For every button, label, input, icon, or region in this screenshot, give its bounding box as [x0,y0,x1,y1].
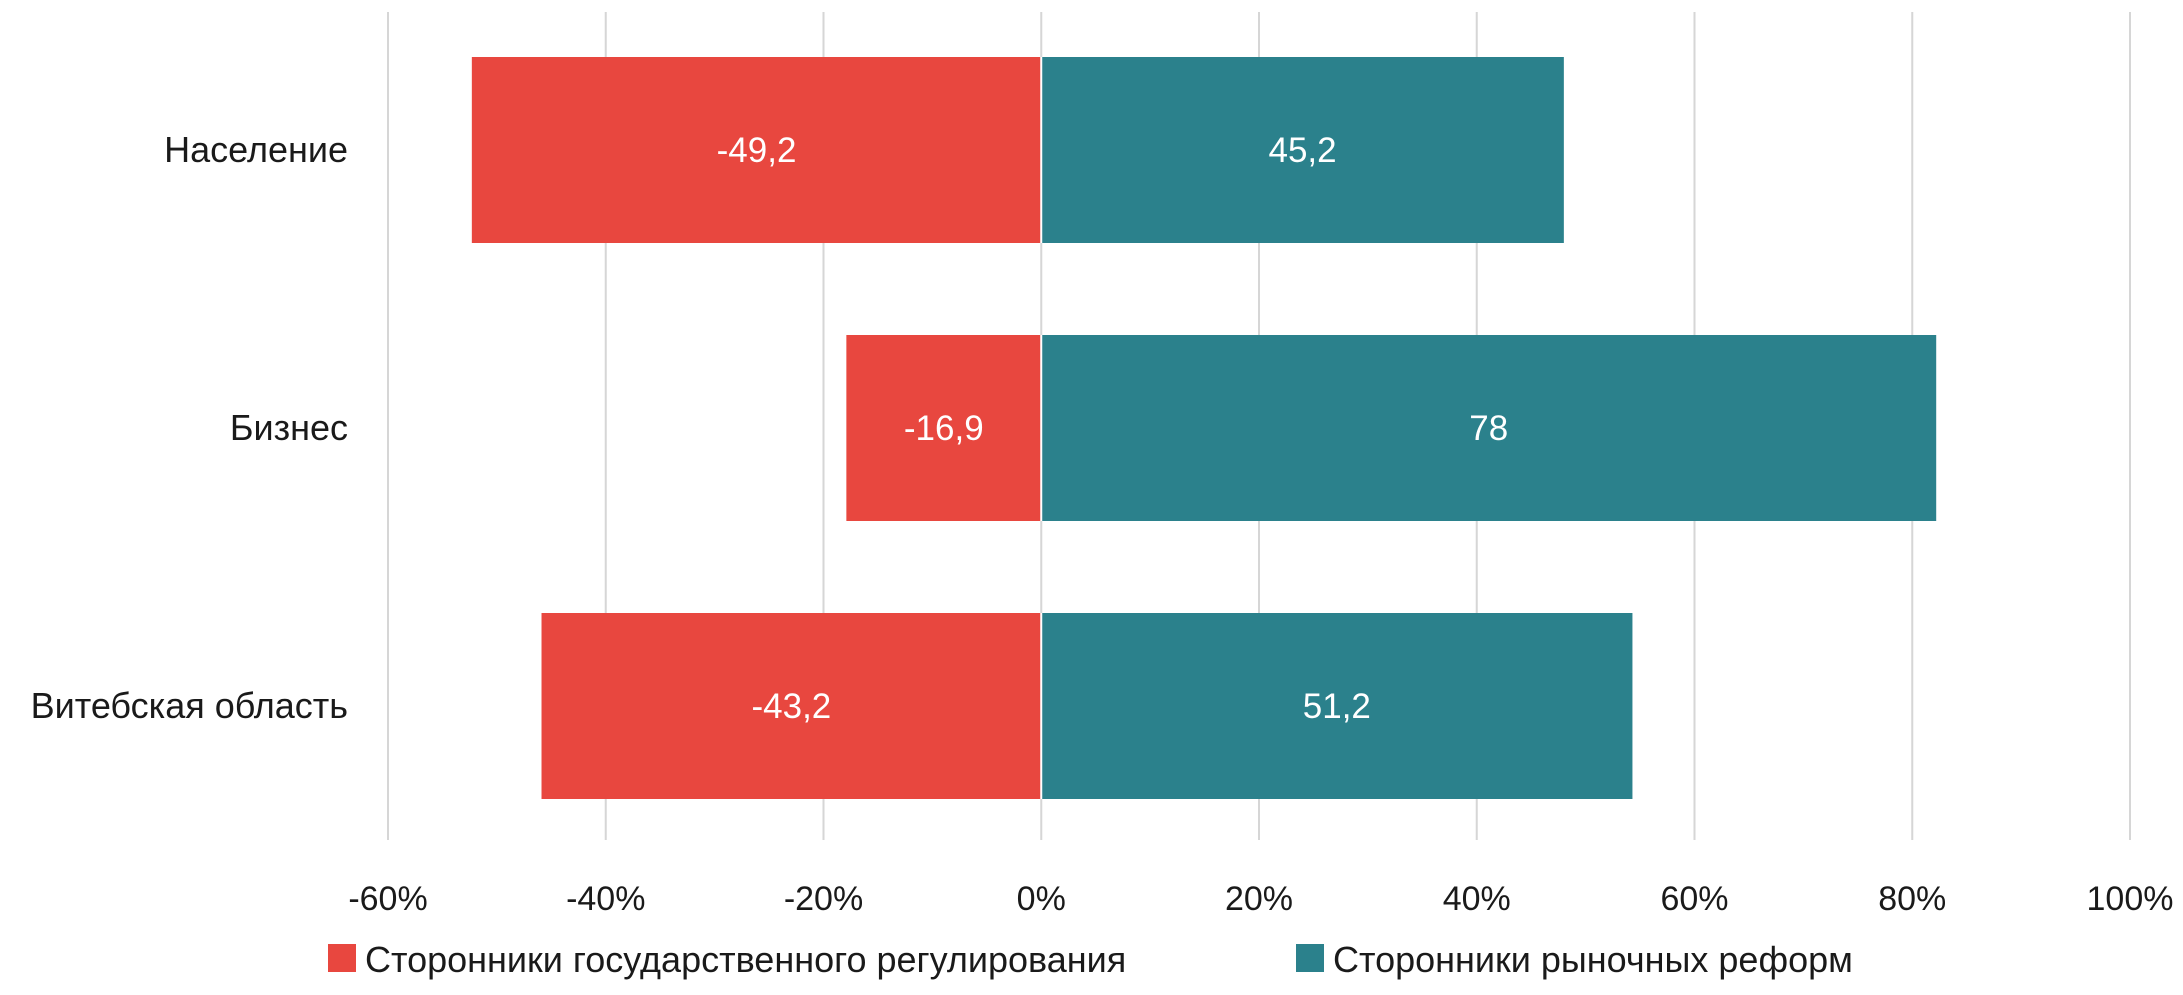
legend-label: Сторонники рыночных реформ [1333,939,1853,980]
x-tick-label: 80% [1878,880,1946,918]
bar-data-label: -49,2 [717,131,797,170]
category-label: Бизнес [230,407,348,448]
legend-item-regulation: Сторонники государственного регулировани… [328,939,1126,980]
x-tick-label: 100% [2087,880,2174,918]
bar-regulation [471,57,1042,243]
x-tick-label: -40% [566,880,645,918]
bar-data-label: 51,2 [1303,687,1371,726]
bar-reform [1041,335,1937,521]
bar-regulation [541,613,1042,799]
legend: Сторонники государственного регулировани… [328,939,1853,980]
x-tick-label: 40% [1443,880,1511,918]
x-tick-label: -60% [348,880,427,918]
bar-data-label: -43,2 [751,687,831,726]
legend-label: Сторонники государственного регулировани… [365,939,1126,980]
x-tick-label: 60% [1660,880,1728,918]
bar-data-label: -16,9 [904,409,984,448]
category-label: Население [164,129,348,170]
bar-regulation [846,335,1042,521]
bar-reform [1041,57,1564,243]
bars: -49,2 45,2 -16,9 78 -43,2 51,2 [471,57,1937,799]
legend-item-reform: Сторонники рыночных реформ [1296,939,1853,980]
bar-data-label: 45,2 [1268,131,1336,170]
category-labels: Население Бизнес Витебская область [31,129,348,726]
bar-data-label: 78 [1469,409,1508,448]
x-tick-label: 20% [1225,880,1293,918]
x-axis-tick-labels: -60% -40% -20% 0% 20% 40% 60% 80% 100% [348,880,2173,918]
x-tick-label: -20% [784,880,863,918]
category-label: Витебская область [31,685,348,726]
bar-reform [1041,613,1633,799]
legend-swatch [328,944,356,972]
x-tick-label: 0% [1017,880,1066,918]
legend-swatch [1296,944,1324,972]
